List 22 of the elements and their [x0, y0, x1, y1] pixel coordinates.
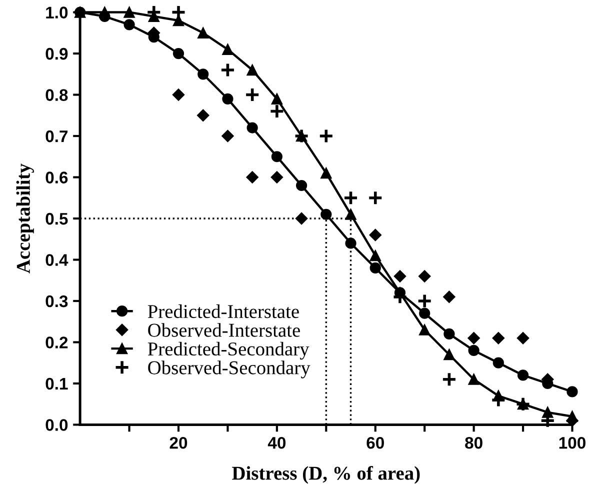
y-tick-label: 0.0 — [46, 419, 68, 431]
legend-label: Observed-Interstate — [148, 323, 300, 337]
x-tick-label: 40 — [268, 436, 286, 449]
legend-label: Predicted-Secondary — [148, 342, 310, 360]
y-tick-label: 0.6 — [46, 172, 68, 184]
x-tick-label: 80 — [465, 436, 482, 449]
x-tick-label: 100 — [559, 436, 586, 449]
y-tick-label: 0.5 — [46, 212, 68, 225]
x-tick-label: 20 — [170, 436, 188, 449]
y-tick-label: 0.1 — [46, 378, 68, 390]
y-tick-label: 0.3 — [46, 295, 68, 308]
y-tick-label: 0.4 — [46, 254, 68, 266]
legend-label: Predicted-Interstate — [148, 304, 299, 318]
legend-label: Observed-Secondary — [148, 360, 310, 378]
y-tick-label: 0.7 — [46, 130, 68, 142]
y-axis-title: Acceptability — [16, 164, 34, 274]
x-tick-label: 60 — [366, 436, 384, 449]
y-tick-label: 1.0 — [46, 6, 68, 18]
x-axis-title: Distress (D, % of area) — [232, 466, 420, 484]
y-tick-label: 0.2 — [46, 336, 68, 348]
y-tick-label: 0.8 — [46, 89, 68, 101]
y-tick-label: 0.9 — [46, 48, 68, 60]
